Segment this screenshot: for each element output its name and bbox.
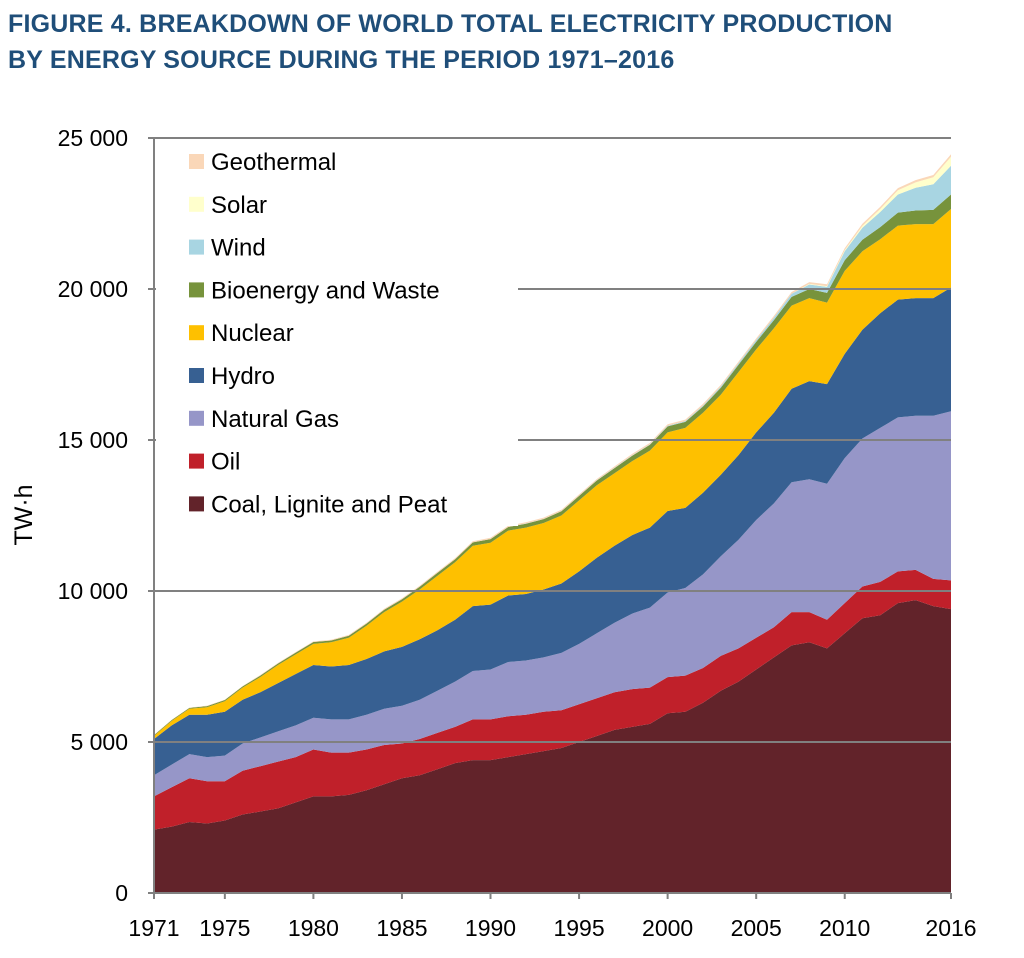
legend-item-nuclear: Nuclear [189, 320, 294, 347]
legend-swatch [189, 496, 204, 512]
y-tick-label: 15 000 [58, 427, 128, 453]
x-tick-label: 1971 [128, 915, 179, 941]
legend-label: Geothermal [211, 149, 336, 176]
legend-label: Natural Gas [211, 406, 339, 433]
legend-swatch [189, 196, 204, 212]
x-tick-label: 2016 [925, 915, 976, 941]
legend-item-bioenergy-and-waste: Bioenergy and Waste [189, 277, 440, 304]
legend-swatch [189, 154, 204, 169]
area-coal-lignite-and-peat [154, 600, 951, 893]
legend-label: Bioenergy and Waste [211, 277, 440, 304]
legend: Geothermal Solar Wind Bioenergy and Waste Nu… [189, 149, 448, 518]
x-tick-label: 2000 [642, 915, 693, 941]
x-tick-label: 1985 [376, 915, 427, 941]
legend-swatch [189, 368, 204, 383]
x-tick-label: 2005 [731, 915, 782, 941]
figure-title-line-1: FIGURE 4. BREAKDOWN OF WORLD TOTAL ELECT… [8, 10, 893, 38]
y-tick-label: 25 000 [58, 125, 128, 151]
legend-label: Hydro [211, 363, 275, 390]
legend-label: Oil [211, 449, 240, 476]
legend-label: Solar [211, 192, 267, 219]
x-tick-label: 2010 [819, 915, 870, 941]
legend-item-hydro: Hydro [189, 363, 275, 390]
y-axis-ticks: 0 5 000 10 000 15 000 20 000 25 000 [58, 125, 154, 906]
area-nuclear [154, 209, 951, 739]
legend-swatch [189, 410, 204, 426]
y-tick-label: 0 [115, 880, 128, 906]
legend-swatch [189, 239, 204, 255]
x-tick-label: 1995 [553, 915, 604, 941]
legend-label: Wind [211, 235, 266, 262]
legend-item-natural-gas: Natural Gas [189, 406, 339, 433]
legend-label: Coal, Lignite and Peat [211, 491, 448, 518]
x-axis-ticks: 1971 1975 1980 1985 1990 1995 2000 2005 2010 2016 [128, 893, 977, 941]
x-tick-label: 1990 [465, 915, 516, 941]
figure-title-line-2: BY ENERGY SOURCE DURING THE PERIOD 1971–… [8, 46, 675, 74]
legend-item-oil: Oil [189, 449, 240, 476]
x-tick-label: 1980 [288, 915, 339, 941]
area-hydro [154, 287, 951, 776]
area-series-group [154, 154, 951, 893]
legend-background [156, 142, 518, 526]
axes [153, 138, 951, 894]
figure-title: FIGURE 4. BREAKDOWN OF WORLD TOTAL ELECT… [8, 6, 1018, 78]
y-axis-label: TW·h [10, 484, 38, 545]
legend-item-coal-lignite-and-peat: Coal, Lignite and Peat [189, 491, 448, 518]
legend-swatch [189, 282, 204, 298]
y-tick-label: 10 000 [58, 578, 128, 604]
legend-label: Nuclear [211, 320, 294, 347]
x-tick-label: 1975 [199, 915, 250, 941]
area-oil [154, 569, 951, 830]
legend-swatch [189, 325, 204, 341]
legend-item-geothermal: Geothermal [189, 149, 336, 176]
area-natural-gas [154, 411, 951, 797]
legend-item-wind: Wind [189, 235, 266, 262]
area-wind [154, 165, 951, 736]
y-tick-label: 5 000 [70, 729, 128, 755]
y-tick-label: 20 000 [58, 276, 128, 302]
legend-swatch [189, 453, 204, 469]
legend-item-solar: Solar [189, 192, 267, 219]
